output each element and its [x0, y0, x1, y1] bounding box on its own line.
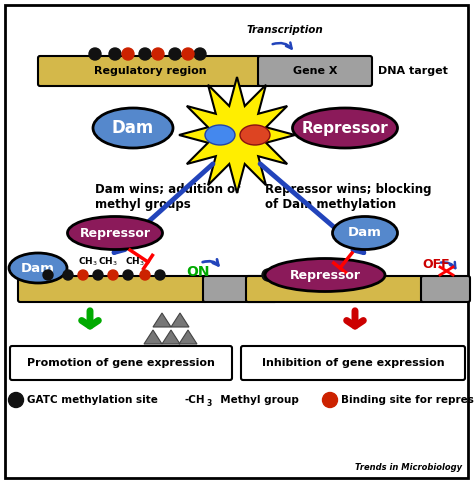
Ellipse shape: [292, 108, 398, 148]
Circle shape: [322, 392, 337, 408]
Text: Inhibition of gene expression: Inhibition of gene expression: [262, 358, 444, 368]
Circle shape: [182, 48, 194, 60]
Polygon shape: [153, 313, 171, 327]
Circle shape: [155, 270, 165, 280]
Text: CH$_3$: CH$_3$: [78, 255, 98, 268]
Text: ON: ON: [186, 265, 210, 279]
Polygon shape: [144, 330, 162, 344]
Circle shape: [139, 48, 151, 60]
FancyBboxPatch shape: [38, 56, 262, 86]
Circle shape: [122, 48, 134, 60]
Text: Repressor: Repressor: [80, 226, 151, 240]
Text: Promotion of gene expression: Promotion of gene expression: [27, 358, 215, 368]
Text: Dam: Dam: [112, 119, 154, 137]
Ellipse shape: [93, 108, 173, 148]
FancyBboxPatch shape: [10, 346, 232, 380]
Circle shape: [140, 270, 150, 280]
FancyBboxPatch shape: [421, 276, 470, 302]
Text: Binding site for repressor: Binding site for repressor: [341, 395, 474, 405]
FancyBboxPatch shape: [258, 56, 372, 86]
Ellipse shape: [67, 216, 163, 249]
Text: Repressor: Repressor: [290, 269, 361, 282]
Text: Dam wins; addition of
methyl groups: Dam wins; addition of methyl groups: [95, 183, 240, 211]
FancyBboxPatch shape: [18, 276, 207, 302]
Text: Repressor wins; blocking
of Dam methylation: Repressor wins; blocking of Dam methylat…: [265, 183, 431, 211]
Circle shape: [89, 48, 101, 60]
Ellipse shape: [9, 253, 67, 283]
Circle shape: [93, 270, 103, 280]
Text: Repressor: Repressor: [301, 120, 388, 136]
Ellipse shape: [332, 216, 398, 249]
FancyBboxPatch shape: [203, 276, 277, 302]
Circle shape: [194, 48, 206, 60]
Text: -CH: -CH: [185, 395, 206, 405]
Text: Regulatory region: Regulatory region: [94, 66, 206, 76]
Ellipse shape: [265, 258, 385, 291]
Text: Gene X: Gene X: [293, 66, 337, 76]
Polygon shape: [179, 77, 295, 193]
Circle shape: [262, 269, 274, 281]
Polygon shape: [179, 330, 197, 344]
Circle shape: [78, 270, 88, 280]
Text: Dam: Dam: [348, 226, 382, 240]
Text: 3: 3: [207, 398, 212, 408]
Circle shape: [43, 270, 53, 280]
Circle shape: [9, 392, 24, 408]
Text: Trends in Microbiology: Trends in Microbiology: [355, 463, 462, 472]
FancyBboxPatch shape: [241, 346, 465, 380]
FancyBboxPatch shape: [246, 276, 425, 302]
Text: DNA target: DNA target: [378, 66, 448, 76]
Circle shape: [108, 270, 118, 280]
Circle shape: [63, 270, 73, 280]
Ellipse shape: [240, 125, 270, 145]
Text: Dam: Dam: [21, 261, 55, 275]
Circle shape: [169, 48, 181, 60]
Circle shape: [109, 48, 121, 60]
Circle shape: [123, 270, 133, 280]
Polygon shape: [162, 330, 180, 344]
Text: CH$_3$: CH$_3$: [98, 255, 118, 268]
Polygon shape: [171, 313, 189, 327]
Text: Transcription: Transcription: [246, 25, 323, 35]
Circle shape: [152, 48, 164, 60]
Text: Methyl group: Methyl group: [213, 395, 299, 405]
Text: CH$_3$: CH$_3$: [125, 255, 145, 268]
Text: GATC methylation site: GATC methylation site: [27, 395, 158, 405]
Text: OFF: OFF: [422, 257, 450, 271]
Ellipse shape: [205, 125, 235, 145]
